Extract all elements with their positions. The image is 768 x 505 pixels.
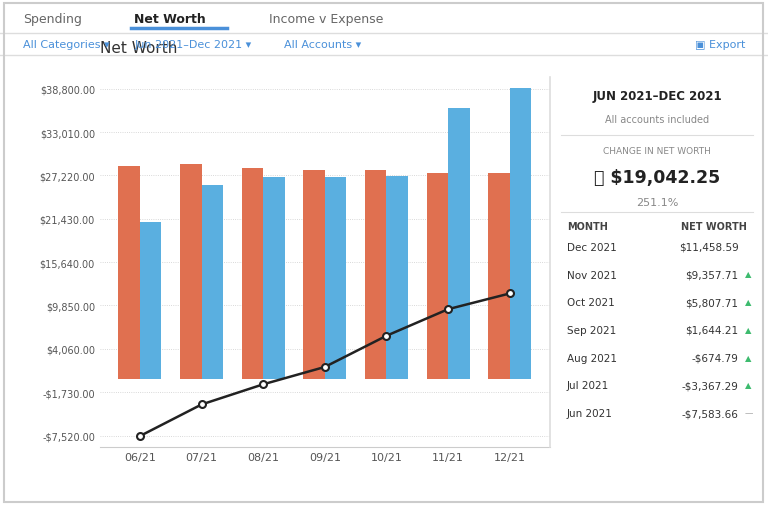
Text: All accounts included: All accounts included (605, 115, 709, 125)
Text: Dec 2021: Dec 2021 (567, 242, 617, 252)
Bar (510, 89, 531, 379)
Text: Net Worth: Net Worth (100, 41, 177, 57)
Bar (180, 165, 201, 379)
Text: $9,357.71: $9,357.71 (685, 270, 739, 280)
Text: -$3,367.29: -$3,367.29 (681, 381, 739, 390)
Bar (365, 170, 386, 379)
Bar (140, 223, 161, 379)
Text: Jul 2021: Jul 2021 (567, 381, 609, 390)
Bar (242, 169, 263, 379)
Text: $11,458.59: $11,458.59 (679, 242, 739, 252)
Bar (201, 185, 223, 379)
Bar (426, 173, 449, 379)
Text: ▣ Export: ▣ Export (694, 40, 745, 50)
Bar (118, 167, 140, 379)
Text: —: — (745, 408, 753, 417)
Text: Jun 2021: Jun 2021 (567, 408, 613, 418)
Text: Aug 2021: Aug 2021 (567, 353, 617, 363)
Text: $5,807.71: $5,807.71 (686, 297, 739, 308)
Text: Jun 2021–Dec 2021 ▾: Jun 2021–Dec 2021 ▾ (134, 40, 252, 50)
Bar (263, 178, 285, 379)
Text: CHANGE IN NET WORTH: CHANGE IN NET WORTH (603, 146, 711, 156)
Text: ▲: ▲ (745, 381, 751, 389)
Text: Sep 2021: Sep 2021 (567, 325, 616, 335)
Text: Income v Expense: Income v Expense (269, 13, 383, 26)
Text: All Accounts ▾: All Accounts ▾ (284, 40, 362, 50)
Text: Net Worth: Net Worth (134, 13, 206, 26)
Bar (488, 173, 510, 379)
Text: Oct 2021: Oct 2021 (567, 297, 614, 308)
Text: ▲: ▲ (745, 270, 751, 279)
Text: NET WORTH: NET WORTH (681, 222, 747, 232)
Text: All Categories ▾: All Categories ▾ (23, 40, 110, 50)
Text: MONTH: MONTH (567, 222, 608, 232)
Text: Nov 2021: Nov 2021 (567, 270, 617, 280)
Text: -$7,583.66: -$7,583.66 (681, 408, 739, 418)
Text: Spending: Spending (23, 13, 82, 26)
Text: 251.1%: 251.1% (636, 198, 678, 208)
Text: ▲: ▲ (745, 353, 751, 362)
Bar (386, 176, 408, 379)
Text: ▲: ▲ (745, 325, 751, 334)
Text: JUN 2021–DEC 2021: JUN 2021–DEC 2021 (592, 89, 722, 103)
Bar (449, 109, 470, 379)
Text: -$674.79: -$674.79 (691, 353, 739, 363)
Text: $1,644.21: $1,644.21 (685, 325, 739, 335)
Text: ▲: ▲ (745, 297, 751, 307)
Text: Ⓢ $19,042.25: Ⓢ $19,042.25 (594, 169, 720, 186)
Bar (325, 178, 346, 379)
Bar (303, 170, 325, 379)
